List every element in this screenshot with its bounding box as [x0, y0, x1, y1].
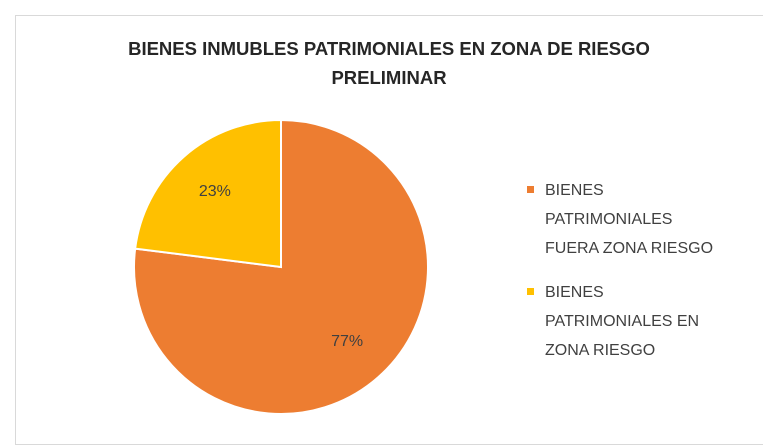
pie-slice	[134, 118, 282, 269]
chart: BIENES INMUBLES PATRIMONIALES EN ZONA DE…	[15, 15, 763, 445]
data-label: 77%	[331, 333, 363, 350]
legend-swatch	[527, 288, 534, 295]
chart-title: BIENES INMUBLES PATRIMONIALES EN ZONA DE…	[128, 38, 650, 88]
legend-label: BIENES PATRIMONIALES FUERA ZONA RIESGO	[545, 182, 714, 257]
legend-swatch	[527, 186, 534, 193]
legend-label: BIENES PATRIMONIALES EN ZONA RIESGO	[545, 284, 700, 359]
pie-area: 77% 23%	[133, 118, 429, 415]
data-label: 23%	[199, 183, 231, 200]
